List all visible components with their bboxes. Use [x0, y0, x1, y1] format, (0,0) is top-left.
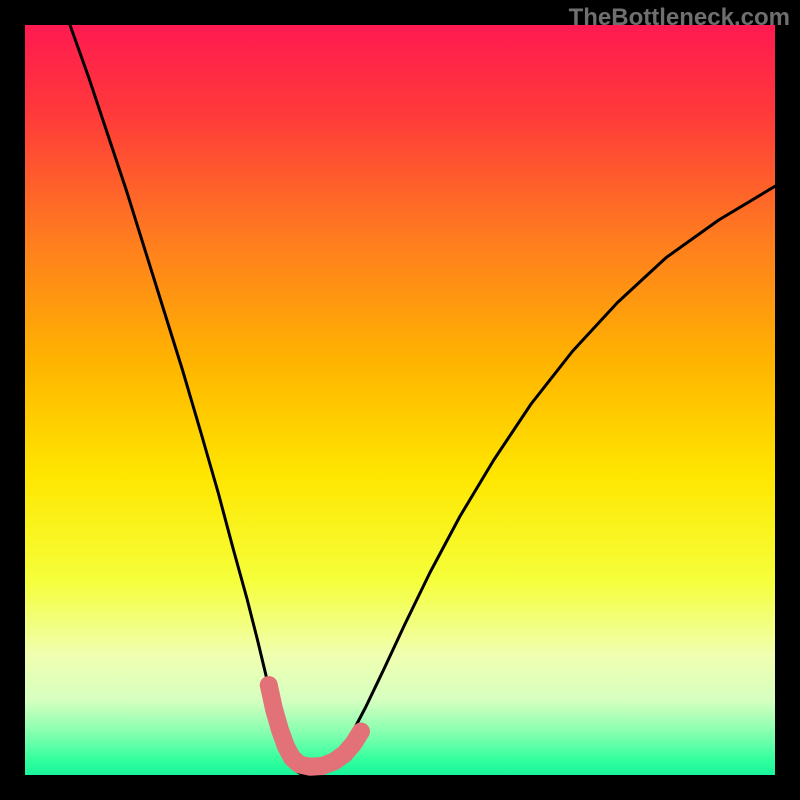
plot-area	[25, 25, 775, 775]
watermark-text: TheBottleneck.com	[569, 4, 790, 32]
gradient-background	[25, 25, 775, 775]
chart-svg	[25, 25, 775, 775]
